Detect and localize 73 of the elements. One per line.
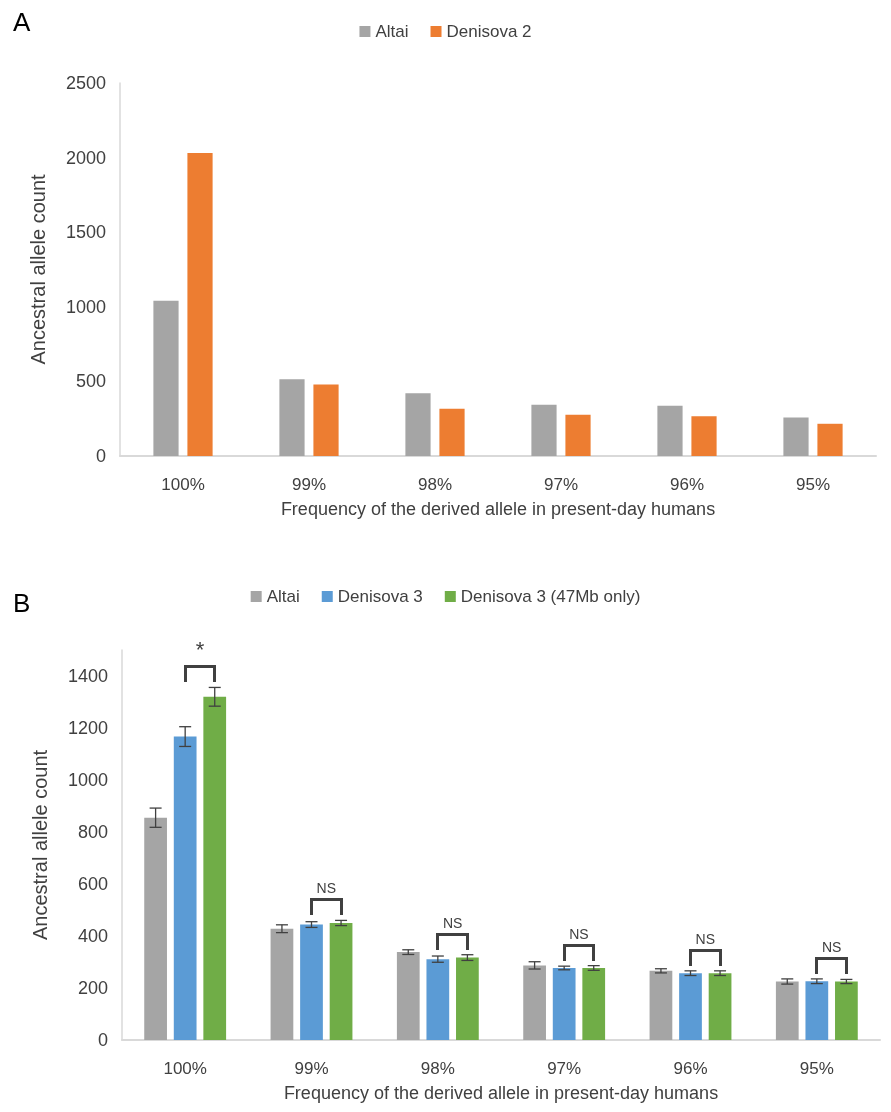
chart-title: B	[13, 588, 31, 618]
y-tick-label: 0	[97, 1030, 108, 1050]
y-tick-label: 600	[77, 874, 108, 894]
bar	[552, 967, 576, 1040]
bar	[817, 423, 843, 456]
x-tick-label: 97%	[543, 475, 579, 494]
bar	[187, 153, 213, 456]
y-tick-label: 2000	[65, 147, 106, 168]
x-tick-label: 95%	[795, 475, 831, 494]
legend-label: Denisova 3	[337, 587, 423, 606]
annotation: NS	[821, 938, 842, 955]
y-tick-label: 0	[95, 446, 106, 466]
bar	[203, 696, 227, 1040]
y-axis-title: Ancestral allele count	[29, 749, 51, 941]
bar	[523, 965, 546, 1040]
y-axis-title: Ancestral allele count	[27, 174, 49, 365]
y-tick-label: 1000	[65, 296, 106, 317]
y-tick-label: 200	[77, 978, 108, 998]
annotation: NS	[695, 930, 715, 947]
x-tick-label: 96%	[669, 475, 705, 494]
bar	[775, 981, 799, 1040]
bar	[426, 959, 450, 1040]
bar	[270, 928, 294, 1040]
legend-label: Altai	[266, 587, 300, 606]
annotation: NS	[316, 880, 336, 897]
x-tick-label: 97%	[547, 1059, 582, 1078]
x-axis-title: Frequency of the derived allele in present-day humans	[283, 1083, 719, 1103]
bar	[153, 300, 179, 456]
x-tick-label: 96%	[673, 1059, 708, 1078]
bar	[835, 981, 858, 1040]
chart-title: A	[13, 7, 31, 37]
x-tick-label: 98%	[420, 1059, 455, 1078]
x-tick-label: 100%	[161, 475, 205, 494]
bar	[649, 970, 673, 1040]
legend-label: Altai	[375, 22, 409, 41]
x-tick-label: 99%	[294, 1059, 329, 1078]
legend-label: Denisova 2	[446, 22, 532, 41]
y-tick-label: 1200	[67, 718, 108, 738]
bar	[405, 393, 431, 456]
annotation: *	[195, 637, 205, 664]
y-tick-label: 2500	[65, 73, 106, 93]
x-axis-title: Frequency of the derived allele in present-day humans	[280, 499, 716, 519]
x-tick-label: 98%	[417, 475, 453, 494]
bar	[657, 405, 683, 456]
y-tick-label: 500	[75, 371, 106, 392]
bar	[396, 952, 420, 1040]
bar	[679, 973, 702, 1040]
y-tick-label: 400	[77, 926, 108, 946]
bar	[582, 967, 606, 1040]
annotation: NS	[569, 925, 589, 942]
bar	[565, 414, 591, 456]
bar	[805, 981, 829, 1040]
x-tick-label: 100%	[163, 1059, 207, 1078]
bar	[691, 416, 717, 456]
bar	[439, 408, 465, 456]
y-tick-label: 1000	[67, 770, 108, 790]
y-tick-label: 1500	[65, 222, 106, 243]
legend-label: Denisova 3 (47Mb only)	[460, 587, 641, 606]
bar	[783, 417, 809, 456]
bar	[144, 817, 167, 1040]
y-tick-label: 800	[77, 822, 108, 842]
bar	[313, 384, 339, 456]
bar	[173, 736, 197, 1040]
x-tick-label: 99%	[291, 475, 327, 494]
bar	[329, 923, 353, 1040]
y-tick-label: 1400	[67, 666, 108, 686]
annotation: NS	[442, 914, 463, 931]
bar	[300, 924, 323, 1040]
bar	[279, 379, 305, 456]
x-tick-label: 95%	[799, 1059, 834, 1078]
bar	[708, 973, 732, 1040]
bar	[456, 957, 479, 1040]
bar	[531, 404, 557, 456]
